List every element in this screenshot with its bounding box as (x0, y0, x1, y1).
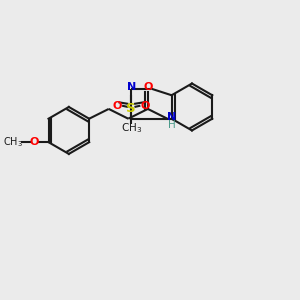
Text: O: O (113, 101, 122, 111)
Text: O: O (143, 82, 152, 92)
Text: CH$_3$: CH$_3$ (121, 122, 142, 135)
Text: N: N (167, 112, 176, 122)
Text: S: S (126, 102, 136, 116)
Text: O: O (140, 101, 150, 111)
Text: N: N (127, 82, 136, 92)
Text: O: O (30, 137, 39, 147)
Text: CH$_3$: CH$_3$ (3, 135, 23, 149)
Text: H: H (168, 120, 176, 130)
